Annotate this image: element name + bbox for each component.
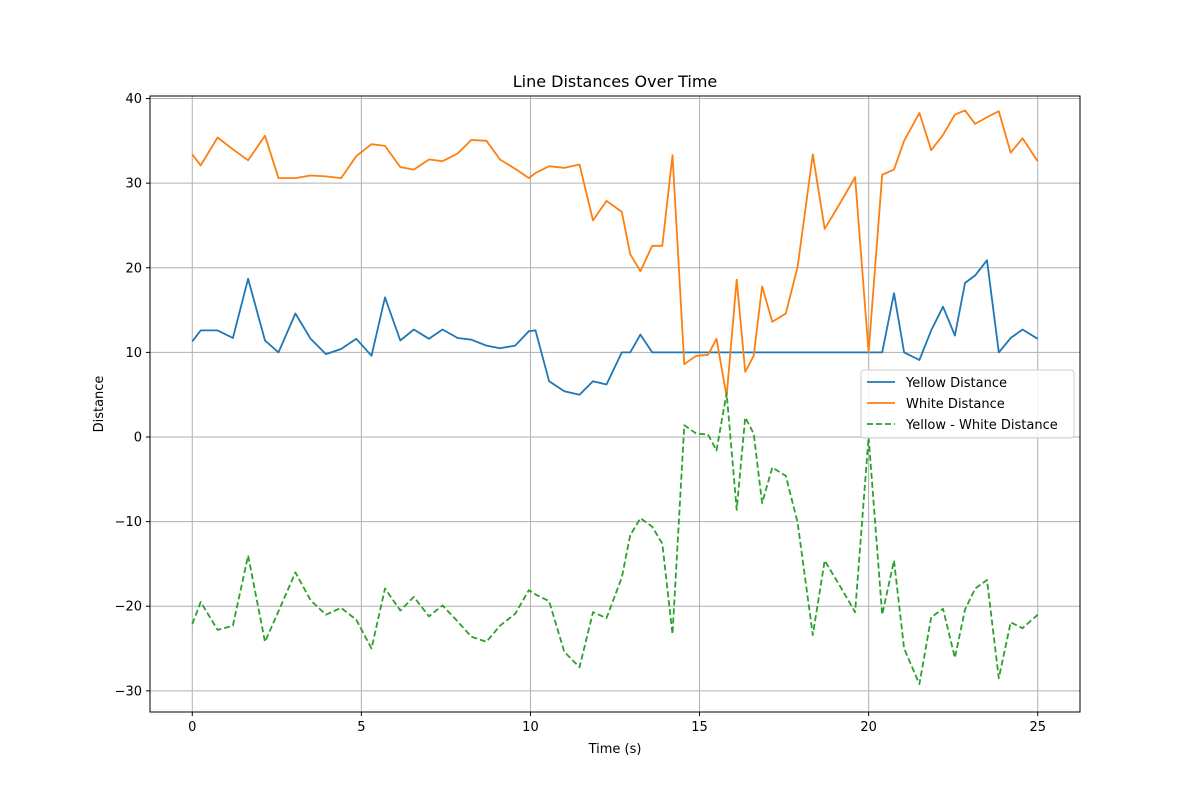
legend-label: Yellow Distance: [905, 376, 1007, 391]
legend: Yellow Distance White Distance Yellow - Wh…: [860, 369, 1075, 439]
y-axis-label: Distance: [92, 376, 107, 433]
y-tick-label: −30: [115, 684, 142, 699]
plot-frame: [149, 95, 1081, 713]
y-tick-label: 30: [125, 177, 142, 192]
y-tick-label: −20: [115, 600, 142, 615]
x-axis: 0 5 10 15 20 25: [188, 712, 1046, 735]
legend-box: [860, 369, 1075, 439]
series-line-white-distance: [191, 109, 1039, 398]
x-tick-label: 5: [357, 720, 365, 735]
y-tick-label: −10: [115, 515, 142, 530]
x-axis-label: Time (s): [588, 742, 642, 757]
legend-label: White Distance: [906, 397, 1005, 412]
x-tick-label: 25: [1029, 720, 1046, 735]
y-tick-label: 0: [134, 431, 142, 446]
x-tick-label: 15: [691, 720, 708, 735]
chart-title: Line Distances Over Time: [513, 72, 718, 91]
legend-label: Yellow - White Distance: [905, 418, 1058, 433]
series-line-yellow-distance: [191, 259, 1039, 396]
series-layer: [191, 109, 1039, 685]
x-tick-label: 0: [188, 720, 196, 735]
series-line-yellow-white-distance: [191, 392, 1039, 685]
x-tick-label: 20: [860, 720, 877, 735]
x-tick-label: 10: [522, 720, 539, 735]
y-axis: −30 −20 −10 0 10 20 30 40: [115, 92, 150, 699]
y-tick-label: 10: [125, 346, 142, 361]
y-tick-label: 40: [125, 92, 142, 107]
y-tick-label: 20: [125, 261, 142, 276]
